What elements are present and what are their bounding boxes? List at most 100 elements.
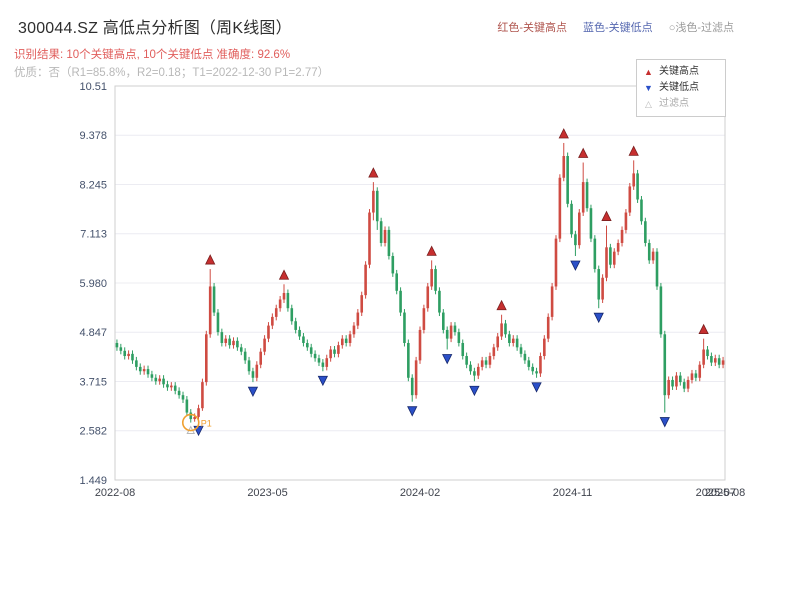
key-low-marker [469, 385, 480, 397]
key-high-marker [205, 254, 216, 265]
candle-body [329, 349, 332, 359]
y-tick-label: 5.980 [79, 278, 107, 290]
x-tick-label: 2025-08 [705, 487, 745, 499]
candle-body [407, 342, 410, 378]
candle-body [647, 242, 651, 261]
candle-body [620, 229, 624, 243]
candle-body [671, 379, 674, 387]
candle-body [403, 312, 406, 343]
candle-body [166, 384, 169, 388]
x-tick-label: 2022-08 [95, 487, 135, 499]
key-high-marker [426, 245, 437, 256]
candle-body [414, 360, 418, 396]
candle-body [461, 342, 465, 357]
candle-body [236, 340, 239, 348]
candle-body [173, 385, 177, 391]
key-low-marker [317, 375, 329, 387]
candle-body [372, 190, 375, 213]
candle-body [663, 334, 667, 396]
y-tick-label: 10.51 [79, 81, 107, 93]
candle-body [535, 371, 538, 374]
candle-body [690, 373, 694, 380]
candle-body [644, 221, 647, 243]
candle-body [686, 379, 690, 389]
candle-body [543, 338, 546, 357]
key-low-triangle-icon: ▼ [644, 83, 653, 93]
candle-body [282, 292, 286, 300]
candle-body [655, 251, 659, 287]
key-high-marker [578, 147, 589, 158]
candle-body [597, 269, 601, 300]
candle-body [698, 364, 702, 378]
plot-border [114, 85, 726, 481]
filtered-triangle-icon: △ [645, 99, 652, 109]
recognition-result-text: 识别结果: 10个关键高点, 10个关键低点 准确度: 92.6% [14, 49, 291, 61]
candle-body [640, 199, 643, 222]
candle-body [570, 203, 573, 235]
y-tick-label: 9.378 [79, 130, 107, 142]
legend-item-key-high: ▲ 关键高点 [643, 64, 719, 80]
key-high-marker [496, 299, 507, 311]
candle-body [418, 329, 422, 361]
candle-body [364, 264, 367, 296]
x-tick-label: 2023-05 [247, 487, 287, 499]
key-high-marker [368, 167, 379, 178]
candle-body [216, 312, 220, 333]
candle-body [290, 308, 294, 322]
candle-body [492, 347, 496, 357]
key-low-marker [570, 260, 581, 271]
candle-body [278, 299, 282, 309]
candle-body [197, 408, 200, 417]
candle-body [550, 286, 554, 317]
candle-body [205, 334, 208, 383]
candle-body [679, 375, 682, 383]
candle-body [247, 360, 251, 372]
candle-body [519, 347, 523, 354]
candle-body [375, 190, 379, 222]
page-title: 300044.SZ 高低点分析图（周K线图） [18, 20, 292, 37]
candle-body [274, 308, 278, 317]
candle-body [558, 177, 562, 239]
candle-body [383, 229, 387, 243]
candle-body [177, 390, 181, 396]
candle-body [601, 277, 604, 300]
candle-body [659, 286, 663, 335]
candle-body [476, 366, 480, 376]
candle-body [224, 338, 228, 343]
legend-key-high-label: 关键高点 [659, 66, 699, 77]
candle-body [706, 349, 709, 357]
candle-body [337, 345, 340, 354]
header-legend-key-low-label: 蓝色-关键低点 [583, 22, 653, 34]
legend-filtered-label: 过滤点 [659, 98, 689, 109]
key-low-marker [407, 406, 418, 417]
candle-body [651, 251, 655, 261]
candle-body [399, 290, 402, 313]
candle-body [228, 338, 231, 346]
y-tick-label: 1.449 [79, 475, 107, 487]
candle-body [504, 323, 507, 335]
candle-body [473, 371, 476, 376]
candle-body [465, 356, 468, 365]
candle-body [379, 221, 383, 243]
candle-body [496, 336, 500, 348]
candle-body [717, 358, 721, 365]
key-high-marker [558, 128, 569, 139]
candle-body [577, 212, 581, 246]
candle-body [239, 347, 243, 352]
candle-body [675, 375, 678, 387]
candle-body [605, 247, 608, 278]
candle-body [255, 364, 259, 378]
candle-body [162, 378, 165, 385]
candle-body [131, 353, 134, 361]
candle-body [508, 334, 511, 343]
candle-body [127, 353, 130, 357]
candle-body [488, 356, 492, 365]
x-tick-label: 2025-07 [696, 487, 736, 499]
candle-body [694, 373, 698, 378]
candle-body [589, 208, 593, 239]
candle-body [201, 382, 204, 409]
candle-body [531, 366, 534, 372]
candle-body [609, 247, 612, 265]
